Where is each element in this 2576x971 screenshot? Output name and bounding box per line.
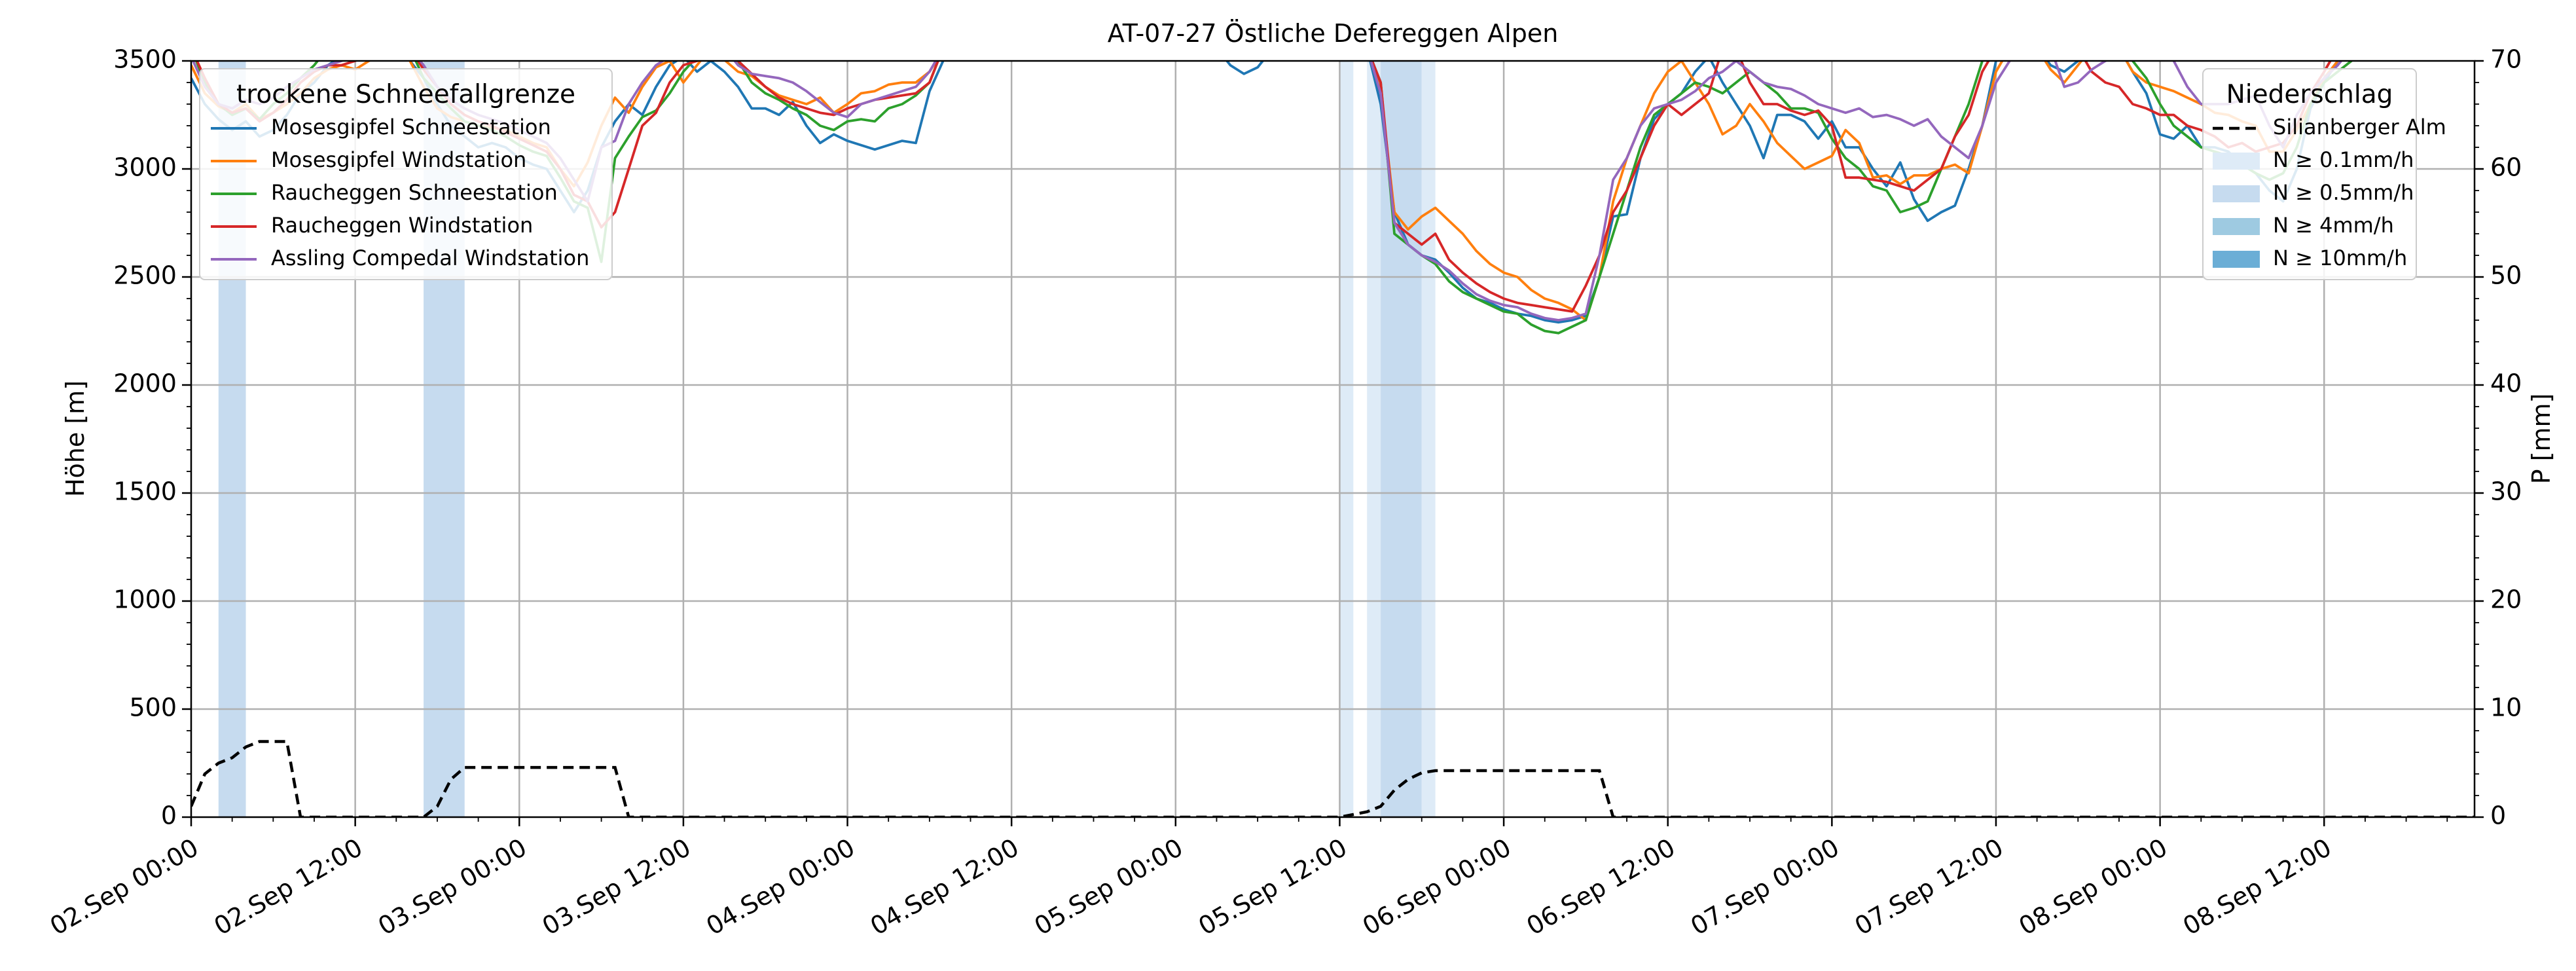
y-right-tick-label-0: 0 — [2490, 801, 2506, 830]
series-line-silianberger-alm — [191, 740, 2475, 817]
y-right-tick-label-6: 60 — [2490, 153, 2522, 182]
precipitation-line — [191, 740, 2475, 817]
legend-right-swatch-5 — [2213, 251, 2260, 268]
legend-left-label-3: Raucheggen Schneestation — [271, 180, 558, 205]
legend-right-label-1: Silianberger Alm — [2273, 115, 2446, 139]
legend-left-frame — [199, 68, 613, 280]
left-y-axis: 0 500 1000 1500 2000 2500 3000 3500 — [113, 45, 191, 830]
y-left-tick-label-2: 1000 — [113, 585, 177, 614]
y-left-tick-label-3: 1500 — [113, 477, 177, 506]
legend-right: Niederschlag Silianberger Alm N ≥ 0.1mm/h… — [2202, 68, 2446, 280]
y-right-tick-label-4: 40 — [2490, 369, 2522, 398]
y-left-tick-label-7: 3500 — [113, 45, 177, 74]
y-right-tick-label-3: 30 — [2490, 477, 2522, 506]
y-right-tick-label-7: 70 — [2490, 45, 2522, 74]
legend-right-label-4: N ≥ 4mm/h — [2273, 213, 2394, 238]
legend-left-label-5: Assling Compedal Windstation — [271, 246, 589, 270]
y-right-tick-label-5: 50 — [2490, 261, 2522, 290]
y-left-tick-label-0: 0 — [161, 801, 177, 830]
precip-band-4 — [1367, 61, 1381, 817]
legend-left: trockene Schneefallgrenze Mosesgipfel Sc… — [199, 68, 613, 280]
legend-right-swatch-3 — [2213, 185, 2260, 202]
y-left-tick-label-5: 2500 — [113, 261, 177, 290]
grid — [191, 61, 2475, 817]
y-axis-label-right: P [mm] — [2527, 394, 2556, 485]
y-left-tick-label-1: 500 — [129, 693, 177, 722]
y-right-tick-label-1: 10 — [2490, 693, 2522, 722]
y-left-tick-label-6: 3000 — [113, 153, 177, 182]
legend-left-label-1: Mosesgipfel Schneestation — [271, 115, 551, 139]
legend-left-title: trockene Schneefallgrenze — [236, 80, 575, 109]
precip-band-3 — [1339, 61, 1354, 817]
plot-frame — [190, 60, 2476, 818]
right-y-axis: 0 10 20 30 40 50 60 70 — [2475, 45, 2522, 830]
legend-left-label-4: Raucheggen Windstation — [271, 213, 533, 238]
legend-right-swatch-4 — [2213, 218, 2260, 235]
precip-band-6 — [1421, 61, 1436, 817]
legend-right-label-5: N ≥ 10mm/h — [2273, 246, 2407, 270]
legend-right-label-2: N ≥ 0.1mm/h — [2273, 147, 2414, 172]
y-right-tick-label-2: 20 — [2490, 585, 2522, 614]
legend-right-swatch-2 — [2213, 153, 2260, 170]
legend-right-title: Niederschlag — [2226, 80, 2393, 109]
legend-right-label-3: N ≥ 0.5mm/h — [2273, 180, 2414, 205]
y-left-tick-label-4: 2000 — [113, 369, 177, 398]
chart-title: AT-07-27 Östliche Defereggen Alpen — [1108, 19, 1559, 48]
legend-left-label-2: Mosesgipfel Windstation — [271, 147, 526, 172]
y-axis-label-left: Höhe [m] — [61, 380, 90, 497]
precip-band-5 — [1381, 61, 1422, 817]
